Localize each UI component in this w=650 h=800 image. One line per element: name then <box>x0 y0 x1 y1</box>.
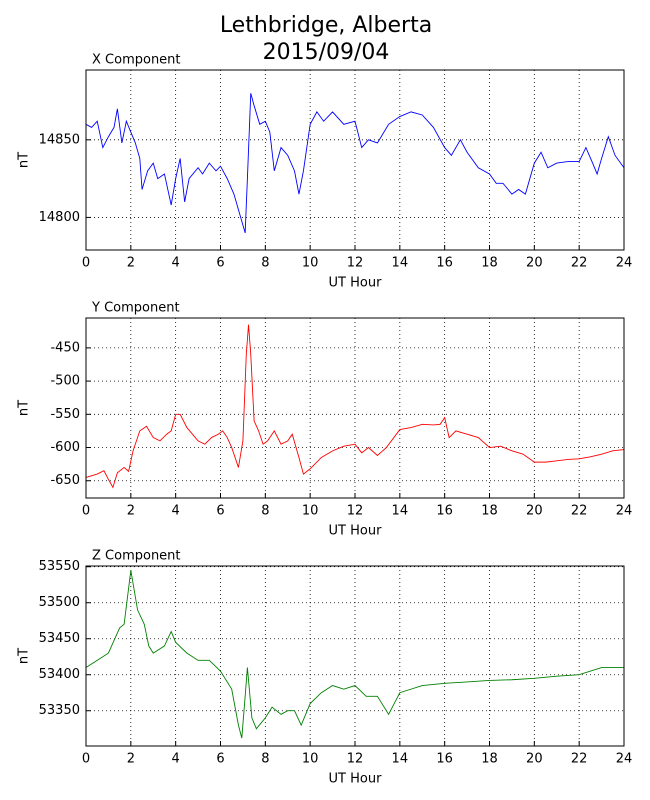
y-tick-label: -550 <box>50 407 80 422</box>
x-tick-label: 8 <box>261 752 269 767</box>
x-tick-label: 0 <box>82 504 90 519</box>
x-tick-label: 8 <box>261 256 269 271</box>
data-line <box>85 570 624 739</box>
y-tick-label: -650 <box>50 473 80 488</box>
panel-title: Y Component <box>91 301 180 316</box>
x-tick-label: 2 <box>127 752 135 767</box>
x-tick-label: 6 <box>216 752 224 767</box>
y-axis-label: nT <box>17 152 32 168</box>
x-tick-label: 8 <box>261 504 269 519</box>
x-tick-label: 4 <box>172 504 180 519</box>
x-tick-label: 0 <box>82 752 90 767</box>
x-tick-label: 16 <box>436 504 453 519</box>
x-tick-label: 20 <box>526 256 543 271</box>
x-tick-label: 14 <box>392 504 409 519</box>
x-tick-label: 0 <box>82 256 90 271</box>
y-tick-label: 53450 <box>39 631 80 646</box>
x-tick-label: 12 <box>347 504 364 519</box>
plot-frame <box>85 69 625 251</box>
x-tick-label: 22 <box>571 752 588 767</box>
panel-title: Z Component <box>92 549 181 564</box>
x-tick-label: 24 <box>616 752 633 767</box>
x-tick-label: 14 <box>392 752 409 767</box>
x-tick-label: 4 <box>172 256 180 271</box>
x-tick-label: 18 <box>481 752 498 767</box>
y-axis-label: nT <box>17 648 32 664</box>
x-tick-label: 24 <box>616 504 633 519</box>
x-tick-label: 6 <box>216 256 224 271</box>
y-tick-label: 14850 <box>39 132 80 147</box>
x-axis-label: UT Hour <box>329 276 383 291</box>
x-tick-label: 20 <box>526 752 543 767</box>
x-tick-label: 16 <box>436 256 453 271</box>
x-tick-label: 2 <box>127 256 135 271</box>
x-tick-label: 18 <box>481 256 498 271</box>
x-tick-label: 20 <box>526 504 543 519</box>
y-tick-label: 53400 <box>39 667 80 682</box>
x-tick-label: 12 <box>347 752 364 767</box>
figure-subtitle: 2015/09/04 <box>263 40 390 65</box>
x-tick-label: 12 <box>347 256 364 271</box>
data-line <box>85 324 625 489</box>
plot-frame <box>85 565 625 747</box>
x-tick-label: 24 <box>616 256 633 271</box>
x-tick-label: 4 <box>172 752 180 767</box>
panel-title: X Component <box>92 53 181 68</box>
y-tick-label: 14800 <box>39 210 80 225</box>
x-tick-label: 10 <box>302 504 319 519</box>
data-line <box>85 93 625 234</box>
y-tick-label: 53350 <box>39 703 80 718</box>
x-axis-label: UT Hour <box>329 772 383 787</box>
y-tick-label: -450 <box>50 340 80 355</box>
y-tick-label: 53550 <box>39 559 80 574</box>
x-tick-label: 14 <box>392 256 409 271</box>
y-tick-label: -600 <box>50 440 80 455</box>
x-tick-label: 2 <box>127 504 135 519</box>
y-axis-label: nT <box>17 400 32 416</box>
plot-frame <box>85 317 625 499</box>
x-tick-label: 22 <box>571 256 588 271</box>
x-tick-label: 22 <box>571 504 588 519</box>
x-tick-label: 16 <box>436 752 453 767</box>
y-tick-label: -500 <box>50 374 80 389</box>
y-tick-label: 53500 <box>39 595 80 610</box>
x-tick-label: 10 <box>302 752 319 767</box>
x-tick-label: 10 <box>302 256 319 271</box>
x-axis-label: UT Hour <box>329 524 383 539</box>
x-tick-label: 6 <box>216 504 224 519</box>
x-tick-label: 18 <box>481 504 498 519</box>
figure-title: Lethbridge, Alberta <box>220 13 432 38</box>
